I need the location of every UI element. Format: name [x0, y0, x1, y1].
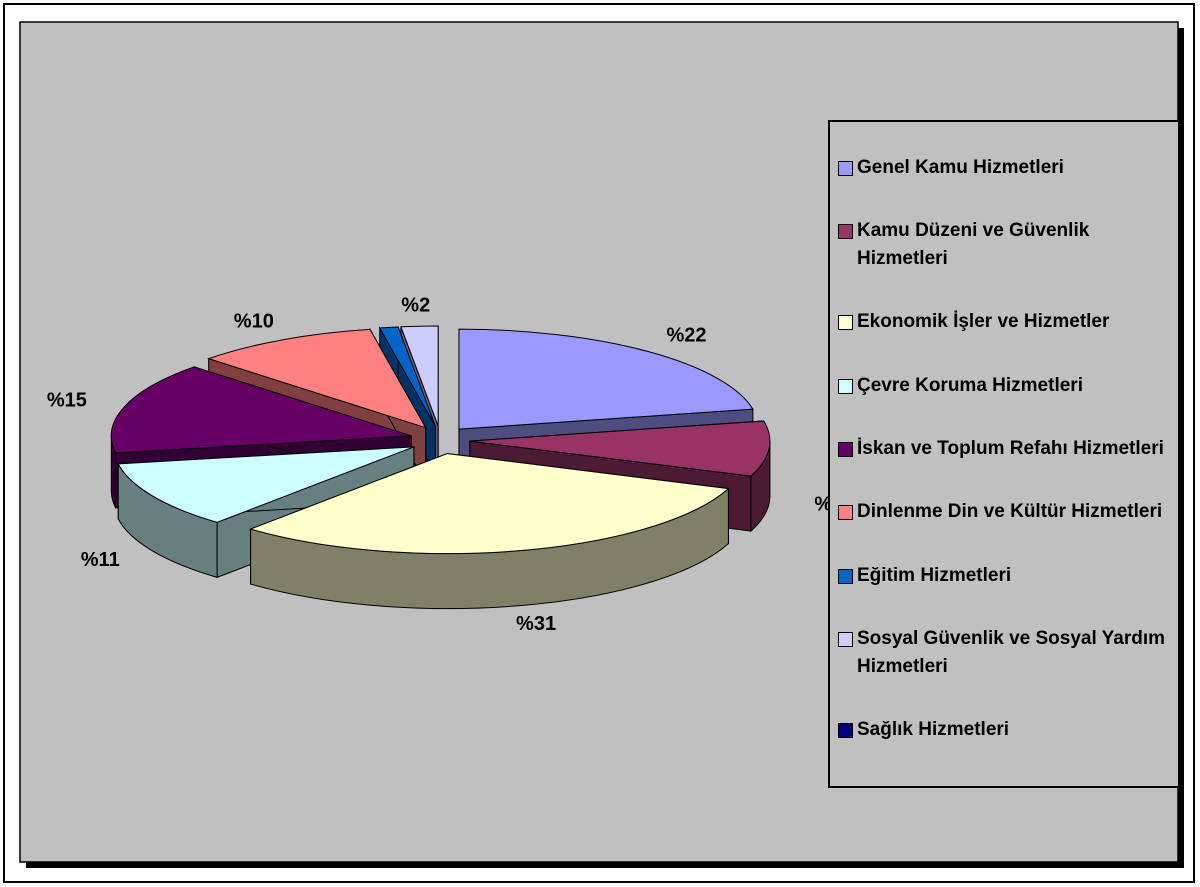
slice-top	[378, 326, 436, 427]
slice-top	[469, 420, 771, 477]
legend-label: Ekonomik İşler ve Hizmetler	[857, 311, 1110, 333]
data-label: %11	[81, 549, 120, 571]
legend-label: Eğitim Hizmetleri	[857, 564, 1012, 586]
legend-swatch	[838, 223, 853, 239]
legend-item: Kamu Düzeni ve Güvenlik Hizmetleri	[838, 217, 1172, 273]
legend: Genel Kamu Hizmetleri Kamu Düzeni ve Güve…	[828, 120, 1180, 788]
data-label: %31	[516, 613, 556, 635]
legend-item: Eğitim Hizmetleri	[838, 562, 1172, 590]
legend-item: Ekonomik İşler ve Hizmetler	[838, 308, 1172, 336]
pie: %22%9%31%11%15%10%2	[47, 295, 843, 636]
legend-label: Çevre Koruma Hizmetleri	[857, 374, 1083, 396]
data-label: %2	[401, 295, 430, 317]
legend-swatch	[838, 441, 853, 457]
slice-top	[117, 446, 415, 523]
legend-item: Sağlık Hizmetleri	[838, 716, 1172, 744]
data-label: %10	[234, 311, 274, 333]
slice-top	[249, 453, 730, 555]
pie-slice	[249, 452, 730, 610]
legend-label: Genel Kamu Hizmetleri	[857, 156, 1064, 178]
legend-label: Dinlenme Din ve Kültür Hizmetleri	[857, 501, 1163, 523]
slice-top	[400, 325, 439, 427]
legend-item: Genel Kamu Hizmetleri	[838, 154, 1172, 182]
legend-swatch	[838, 505, 853, 521]
legend-swatch	[838, 631, 853, 647]
legend-swatch	[838, 160, 853, 176]
legend-swatch	[838, 723, 853, 739]
legend-swatch	[838, 315, 853, 331]
data-label: %15	[47, 389, 87, 411]
legend-item: Çevre Koruma Hizmetleri	[838, 372, 1172, 400]
legend-label: Kamu Düzeni ve Güvenlik Hizmetleri	[857, 219, 1090, 269]
legend-swatch	[838, 378, 853, 394]
slice-top	[458, 328, 754, 430]
legend-label: Sosyal Güvenlik ve Sosyal Yardım Hizmetl…	[857, 627, 1166, 677]
slice-top	[110, 366, 412, 454]
legend-label: Sağlık Hizmetleri	[857, 719, 1010, 741]
legend-label: İskan ve Toplum Refahı Hizmetleri	[857, 437, 1164, 459]
legend-swatch	[838, 568, 853, 584]
data-label: %22	[667, 324, 707, 346]
legend-item: Dinlenme Din ve Kültür Hizmetleri	[838, 498, 1172, 526]
legend-item: Sosyal Güvenlik ve Sosyal Yardım Hizmetl…	[838, 625, 1172, 681]
legend-item: İskan ve Toplum Refahı Hizmetleri	[838, 435, 1172, 463]
slice-top	[207, 328, 427, 429]
